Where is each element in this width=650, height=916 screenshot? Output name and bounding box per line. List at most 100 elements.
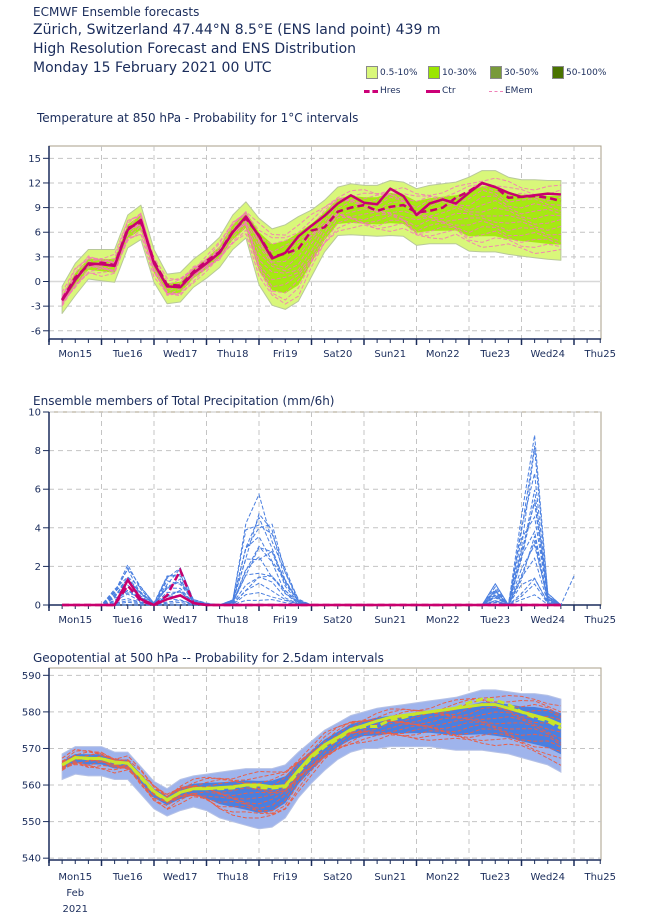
ensemble-member-line bbox=[61, 213, 561, 306]
x-day-label: Fri19 bbox=[273, 615, 298, 626]
y-tick-label: 12 bbox=[28, 178, 41, 189]
y-tick-label: 550 bbox=[22, 817, 41, 828]
legend-label: Hres bbox=[380, 86, 401, 96]
ensemble-member-line bbox=[61, 706, 562, 798]
y-tick-label: 0 bbox=[35, 277, 41, 288]
legend-label: 10-30% bbox=[442, 67, 477, 78]
ctr-line-swatch bbox=[426, 89, 440, 93]
x-day-label: Mon22 bbox=[426, 615, 460, 626]
y-tick-label: 4 bbox=[35, 523, 41, 534]
location-title: Zürich, Switzerland 47.44°N 8.5°E (ENS l… bbox=[33, 22, 441, 38]
legend-swatch bbox=[428, 66, 440, 79]
y-tick-label: 560 bbox=[22, 781, 41, 792]
precip-series bbox=[62, 435, 575, 607]
hres-line bbox=[61, 697, 562, 803]
z500-series bbox=[61, 689, 562, 830]
legend-label: 0.5-10% bbox=[380, 67, 418, 78]
y-tick-label: 8 bbox=[35, 446, 41, 457]
temperature-chart-title: Temperature at 850 hPa - Probability for… bbox=[37, 111, 359, 125]
product-title: High Resolution Forecast and ENS Distrib… bbox=[33, 41, 357, 57]
ensemble-member-line bbox=[62, 530, 562, 606]
x-day-label: Mon22 bbox=[426, 872, 460, 883]
source-title: ECMWF Ensemble forecasts bbox=[33, 5, 200, 19]
legend: 0.5-10% 10-30% 30-50% 50-100% Hres Ctr E… bbox=[362, 64, 647, 104]
x-day-label: Thu25 bbox=[583, 872, 616, 883]
x-day-label: Sat20 bbox=[323, 349, 352, 360]
y-tick-label: 10 bbox=[28, 408, 41, 419]
base-time: Monday 15 February 2021 00 UTC bbox=[33, 60, 272, 76]
legend-item-50-100: 50-100% bbox=[552, 66, 606, 79]
ensemble-member-line bbox=[61, 732, 562, 815]
y-tick-label: 15 bbox=[28, 154, 41, 165]
legend-item-0.5-10: 0.5-10% bbox=[366, 66, 418, 79]
x-day-label: Tue23 bbox=[479, 615, 510, 626]
x-day-label: Thu25 bbox=[583, 349, 616, 360]
prob-band-10-30 bbox=[62, 186, 561, 305]
precip-chart-title: Ensemble members of Total Precipitation … bbox=[33, 394, 335, 408]
legend-item-ctr: Ctr bbox=[426, 86, 456, 96]
x-day-label: Mon15 bbox=[58, 615, 92, 626]
x-month-label: Feb bbox=[66, 888, 84, 899]
hres-line-swatch bbox=[364, 89, 378, 93]
temperature-series bbox=[61, 170, 562, 314]
legend-item-hres: Hres bbox=[364, 86, 401, 96]
x-day-label: Mon15 bbox=[58, 872, 92, 883]
legend-label: Ctr bbox=[442, 86, 456, 96]
x-day-label: Sun21 bbox=[374, 349, 406, 360]
ensemble-member-line bbox=[61, 721, 562, 805]
x-day-label: Mon22 bbox=[426, 349, 460, 360]
legend-item-10-30: 10-30% bbox=[428, 66, 477, 79]
legend-item-30-50: 30-50% bbox=[490, 66, 539, 79]
x-day-label: Sat20 bbox=[323, 615, 352, 626]
x-day-label: Tue23 bbox=[479, 349, 510, 360]
x-day-label: Tue16 bbox=[112, 872, 143, 883]
ensemble-member-line bbox=[61, 734, 562, 819]
x-day-label: Wed24 bbox=[530, 872, 565, 883]
y-tick-label: 6 bbox=[35, 228, 41, 239]
ensemble-member-line bbox=[61, 221, 561, 303]
x-day-label: Tue16 bbox=[112, 615, 143, 626]
ensemble-member-line bbox=[61, 224, 561, 307]
legend-label: EMem bbox=[505, 86, 533, 96]
ensemble-member-line bbox=[61, 204, 561, 298]
y-tick-label: -6 bbox=[31, 326, 41, 337]
ctr-line bbox=[62, 577, 561, 607]
z500-chart-title: Geopotential at 500 hPa -- Probability f… bbox=[33, 651, 384, 665]
legend-item-emem: EMem bbox=[489, 86, 533, 96]
y-tick-label: 2 bbox=[35, 562, 41, 573]
ensemble-member-line bbox=[61, 177, 561, 293]
x-day-label: Wed24 bbox=[530, 349, 565, 360]
y-tick-label: 540 bbox=[22, 854, 41, 865]
x-day-label: Wed24 bbox=[530, 615, 565, 626]
y-tick-label: 0 bbox=[35, 601, 41, 612]
x-day-label: Thu25 bbox=[583, 615, 616, 626]
x-day-label: Mon15 bbox=[58, 349, 92, 360]
x-day-label: Thu18 bbox=[216, 349, 249, 360]
y-tick-label: -3 bbox=[31, 302, 41, 313]
y-tick-label: 3 bbox=[35, 252, 41, 263]
x-day-label: Fri19 bbox=[273, 872, 298, 883]
y-tick-label: 9 bbox=[35, 203, 41, 214]
legend-swatch bbox=[366, 66, 378, 79]
ensemble-member-line bbox=[61, 217, 562, 302]
x-day-label: Tue16 bbox=[112, 349, 143, 360]
ensemble-member-line bbox=[61, 719, 562, 804]
x-day-label: Wed17 bbox=[163, 872, 198, 883]
ensemble-member-line bbox=[61, 694, 561, 798]
legend-swatch bbox=[552, 66, 564, 79]
ensemble-member-line bbox=[61, 730, 562, 814]
legend-label: 50-100% bbox=[566, 67, 607, 78]
x-day-label: Wed17 bbox=[163, 615, 198, 626]
x-day-label: Sun21 bbox=[374, 615, 406, 626]
x-day-label: Sun21 bbox=[374, 872, 406, 883]
x-day-label: Thu18 bbox=[216, 872, 249, 883]
legend-swatch bbox=[490, 66, 502, 79]
plot-frame bbox=[48, 411, 602, 606]
x-year-label: 2021 bbox=[63, 904, 88, 915]
x-day-label: Thu18 bbox=[216, 615, 249, 626]
y-tick-label: 580 bbox=[22, 707, 41, 718]
ctr-line bbox=[61, 181, 561, 302]
emem-line-swatch bbox=[489, 90, 503, 92]
chart-1-axes: 0 2 4 6 8 10 Mon15 Tue16 Wed17 Thu18 Fri19 Sat20 Sun… bbox=[28, 408, 616, 627]
